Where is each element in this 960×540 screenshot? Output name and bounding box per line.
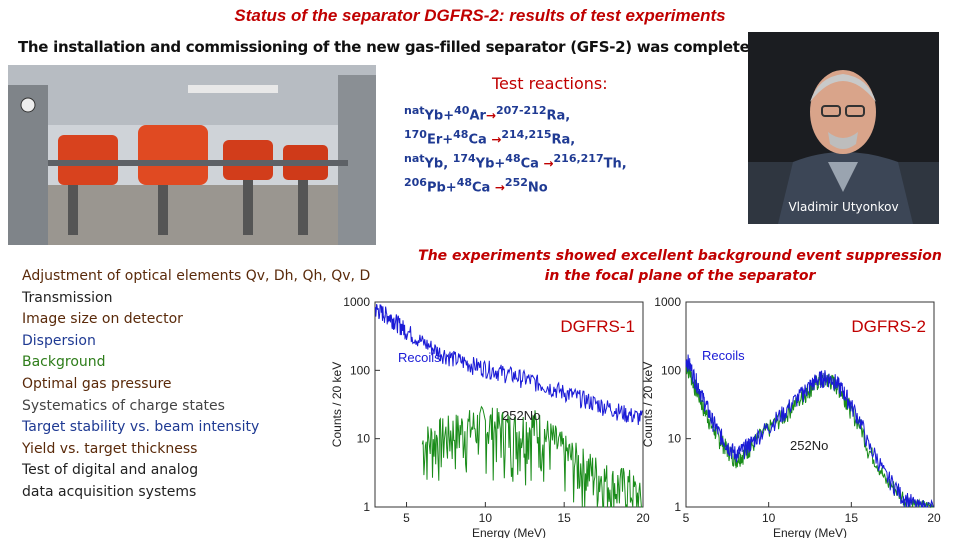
series-recoils	[685, 354, 934, 508]
y-axis-label: Counts / 20 keV	[641, 362, 655, 447]
annotation-recoils: Recoils	[398, 350, 441, 365]
portrait-caption: Vladimir Utyonkov	[788, 200, 899, 214]
x-tick-label: 15	[845, 511, 859, 525]
series-no252	[421, 405, 643, 508]
reaction-line: 170Er+48Ca →214,215Ra,	[404, 128, 576, 148]
x-axis-label: Energy (MeV)	[773, 526, 847, 538]
annotation-recoils: Recoils	[702, 348, 745, 363]
task-item: Background	[22, 354, 106, 371]
task-item: Transmission	[22, 289, 113, 306]
reaction-line: 206Pb+48Ca →252No	[404, 176, 548, 196]
x-tick-label: 10	[479, 511, 493, 525]
x-tick-label: 20	[636, 511, 650, 525]
series-recoils	[374, 303, 643, 426]
plot-frame	[685, 301, 935, 508]
task-list: Adjustment of optical elements Qv, Dh, Q…	[22, 266, 370, 504]
task-item: Test of digital and analog	[22, 462, 199, 479]
y-tick-label: 1	[674, 500, 681, 514]
y-tick-label: 10	[357, 432, 371, 446]
y-tick-label: 1000	[343, 295, 370, 309]
annotation-252no: 252No	[790, 438, 828, 453]
task-item: Dispersion	[22, 332, 96, 349]
task-item: Image size on detector	[22, 311, 183, 328]
y-tick-label: 1000	[654, 295, 681, 309]
chart-dgfrs1: 1 10 100 1000 5 10 15 20 Energy (MeV) Counts / 20…	[330, 295, 650, 538]
task-item: Systematics of charge states	[22, 397, 225, 414]
x-tick-label: 5	[683, 511, 690, 525]
y-tick-label: 10	[668, 432, 682, 446]
y-tick-label: 100	[350, 363, 370, 377]
slide-title: Status of the separator DGFRS-2: results…	[234, 6, 726, 25]
x-tick-label: 5	[403, 511, 410, 525]
installation-photo	[8, 65, 376, 245]
chart-title: DGFRS-1	[560, 317, 635, 336]
plot-frame	[374, 301, 644, 508]
portrait-photo	[748, 32, 939, 224]
chart-dgfrs2: 1 10 100 1000 5 10 15 20 Energy (MeV) Counts / 20…	[641, 295, 941, 538]
annotation-252no: 252No	[502, 408, 540, 423]
reaction-line: natYb, 174Yb+48Ca →216,217Th,	[404, 152, 627, 172]
result-highlight: The experiments showed excellent backgro…	[418, 248, 942, 284]
x-axis-label: Energy (MeV)	[472, 526, 546, 538]
task-item: Yield vs. target thickness	[22, 440, 198, 457]
x-tick-label: 10	[762, 511, 776, 525]
task-item: Target stability vs. beam intensity	[22, 419, 260, 436]
x-tick-label: 15	[557, 511, 571, 525]
task-item: Adjustment of optical elements Qv, Dh, Q…	[22, 268, 371, 284]
y-axis-label: Counts / 20 keV	[330, 362, 344, 447]
reactions-title: Test reactions:	[492, 74, 608, 93]
slide-subtitle: The installation and commissioning of th…	[18, 38, 766, 56]
y-tick-label: 100	[661, 363, 681, 377]
task-item: Optimal gas pressure	[22, 375, 172, 392]
x-tick-label: 20	[927, 511, 941, 525]
reaction-line: natYb+40Ar→207-212Ra,	[404, 104, 571, 124]
chart-title: DGFRS-2	[851, 317, 926, 336]
y-tick-label: 1	[363, 500, 370, 514]
task-item: data acquisition systems	[22, 483, 197, 500]
